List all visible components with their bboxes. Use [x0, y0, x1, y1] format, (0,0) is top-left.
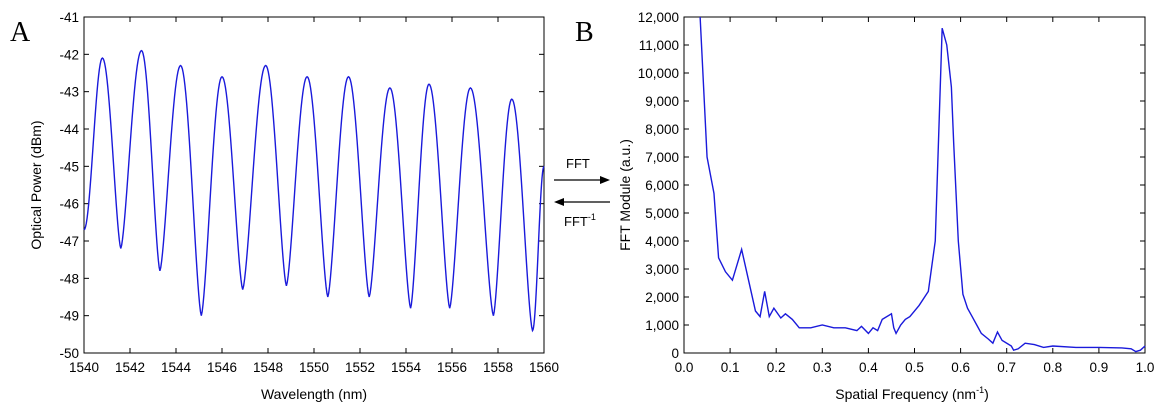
y-tick-label: -50 [59, 346, 79, 361]
y-tick-label: 8,000 [645, 122, 679, 137]
panel-a-series-line [83, 49, 545, 333]
y-tick-label: -45 [59, 159, 79, 174]
x-tick-label: 1560 [529, 360, 559, 375]
x-tick-label: 0.0 [675, 360, 694, 375]
panel-b-x-axis-label-superscript: -1 [976, 385, 984, 395]
y-tick-label: -41 [59, 10, 79, 25]
x-tick-label: 0.7 [997, 360, 1016, 375]
panel-a-letter: A [10, 17, 31, 48]
panel-b-x-ticks: 0.0 0.1 0.2 0.3 0.4 0.5 0.6 0.7 0.8 0.9 1.0 [675, 17, 1155, 375]
x-tick-label: 1546 [207, 360, 237, 375]
y-tick-label: 9,000 [645, 94, 679, 109]
panel-b-series-line [699, 16, 1146, 353]
fft-inverse-arrowhead [554, 198, 564, 206]
y-tick-label: 4,000 [645, 234, 679, 249]
y-tick-label: -43 [59, 85, 79, 100]
x-tick-label: 1.0 [1136, 360, 1155, 375]
y-tick-label: -48 [59, 271, 79, 286]
x-tick-label: 1556 [437, 360, 467, 375]
panel-b: B 0.0 0.1 0.2 0.3 0.4 0.5 0.6 0.7 0.8 0.9 1.0 0 1,0… [575, 10, 1154, 402]
x-tick-label: 1554 [391, 360, 422, 375]
panel-a-y-ticks: -41 -42 -43 -44 -45 -46 -47 -48 -49 -50 [59, 10, 544, 361]
x-tick-label: 1558 [483, 360, 513, 375]
panel-a-y-axis-label: Optical Power (dBm) [28, 120, 44, 249]
x-tick-label: 0.2 [767, 360, 786, 375]
x-tick-label: 1552 [345, 360, 375, 375]
panel-a: A 1540 1542 1544 1546 1548 1550 1552 1554 1556 15… [10, 10, 559, 402]
y-tick-label: 6,000 [645, 178, 679, 193]
y-tick-label: -42 [59, 47, 79, 62]
fft-forward-arrowhead [600, 176, 610, 184]
fft-arrows: FFT FFT-1 [554, 156, 610, 229]
panel-b-x-axis-label-text: Spatial Frequency (nm [835, 386, 976, 402]
fft-inverse-label: FFT-1 [564, 212, 596, 229]
y-tick-label: 5,000 [645, 206, 679, 221]
x-tick-label: 0.8 [1043, 360, 1062, 375]
fft-inverse-superscript: -1 [588, 212, 596, 222]
x-tick-label: 1544 [161, 360, 192, 375]
panel-b-letter: B [575, 17, 594, 48]
y-tick-label: -44 [59, 122, 79, 137]
panel-a-x-axis-label: Wavelength (nm) [261, 386, 367, 402]
y-tick-label: 2,000 [645, 290, 679, 305]
panel-b-y-ticks: 0 1,000 2,000 3,000 4,000 5,000 6,000 7,000 8,00… [638, 10, 1145, 361]
x-tick-label: 1548 [253, 360, 283, 375]
y-tick-label: 11,000 [639, 38, 679, 53]
y-tick-label: -46 [59, 197, 79, 212]
panel-a-x-ticks: 1540 1542 1544 1546 1548 1550 1552 1554 1556 1558… [69, 17, 559, 375]
y-tick-label: 0 [671, 346, 679, 361]
x-tick-label: 1550 [299, 360, 329, 375]
x-tick-label: 1542 [115, 360, 145, 375]
panel-b-x-axis-label-tail: ) [984, 386, 989, 402]
x-tick-label: 0.9 [1090, 360, 1109, 375]
y-tick-label: 12,000 [638, 10, 679, 25]
panel-b-x-axis-label: Spatial Frequency (nm-1) [835, 385, 989, 402]
y-tick-label: -47 [59, 234, 79, 249]
fft-inverse-label-text: FFT [564, 214, 588, 229]
y-tick-label: 10,000 [638, 66, 679, 81]
panel-b-y-axis-label: FFT Module (a.u.) [617, 139, 633, 251]
y-tick-label: 3,000 [645, 262, 679, 277]
x-tick-label: 1540 [69, 360, 99, 375]
x-tick-label: 0.1 [721, 360, 740, 375]
x-tick-label: 0.5 [905, 360, 924, 375]
y-tick-label: 7,000 [645, 150, 679, 165]
x-tick-label: 0.6 [951, 360, 970, 375]
y-tick-label: 1,000 [645, 318, 679, 333]
y-tick-label: -49 [59, 309, 79, 324]
x-tick-label: 0.3 [813, 360, 832, 375]
fft-forward-label: FFT [566, 156, 590, 171]
x-tick-label: 0.4 [859, 360, 878, 375]
